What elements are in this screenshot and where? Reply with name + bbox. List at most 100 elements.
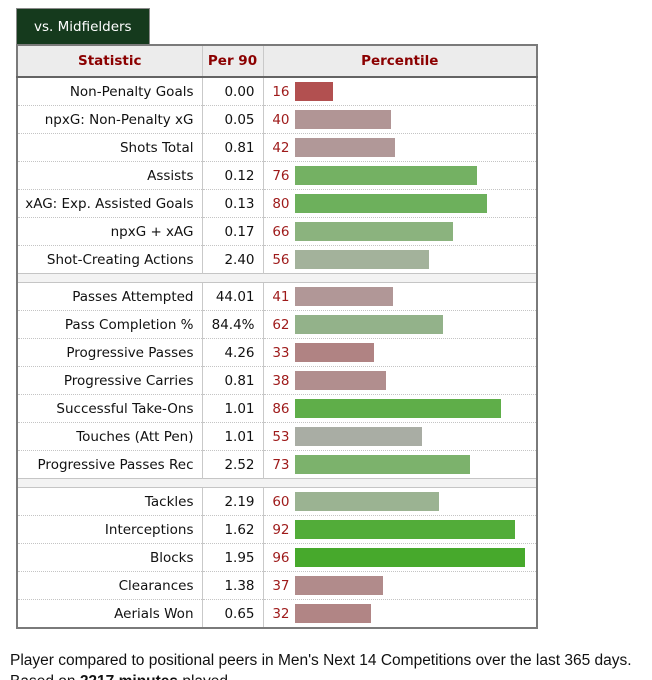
table-row: Shot-Creating Actions 2.40 56 xyxy=(17,245,537,274)
percentile-bar xyxy=(294,287,393,306)
tab-vs-midfielders[interactable]: vs. Midfielders xyxy=(16,8,150,44)
percentile-cell: 40 xyxy=(263,105,537,134)
per90-value: 44.01 xyxy=(202,282,264,311)
table-row: Pass Completion % 84.4% 62 xyxy=(17,310,537,339)
percentile-number: 76 xyxy=(272,167,290,184)
percentile-number: 40 xyxy=(272,111,290,128)
footnote-text-end: played. xyxy=(178,673,232,680)
percentile-cell: 76 xyxy=(263,161,537,190)
percentile-bar xyxy=(294,371,386,390)
percentile-number: 33 xyxy=(272,344,290,361)
table-row: Passes Attempted 44.01 41 xyxy=(17,282,537,311)
stat-name: npxG + xAG xyxy=(17,217,203,246)
per90-value: 4.26 xyxy=(202,338,264,367)
stat-name: Progressive Passes Rec xyxy=(17,450,203,479)
stat-name: Clearances xyxy=(17,571,203,600)
percentile-cell: 42 xyxy=(263,133,537,162)
footnote-minutes: 2217 minutes xyxy=(80,673,178,680)
stat-name: Successful Take-Ons xyxy=(17,394,203,423)
percentile-cell: 38 xyxy=(263,366,537,395)
percentile-bar xyxy=(294,250,429,269)
percentile-cell: 60 xyxy=(263,487,537,516)
per90-value: 0.65 xyxy=(202,599,264,628)
percentile-number: 62 xyxy=(272,316,290,333)
table-row: Assists 0.12 76 xyxy=(17,161,537,190)
percentile-cell: 62 xyxy=(263,310,537,339)
stat-name: Interceptions xyxy=(17,515,203,544)
percentile-number: 41 xyxy=(272,288,290,305)
section-separator xyxy=(17,478,537,488)
percentile-cell: 66 xyxy=(263,217,537,246)
table-header: Statistic Per 90 Percentile xyxy=(17,45,537,78)
percentile-bar xyxy=(294,82,333,101)
percentile-number: 86 xyxy=(272,400,290,417)
percentile-number: 60 xyxy=(272,493,290,510)
percentile-number: 80 xyxy=(272,195,290,212)
percentile-cell: 73 xyxy=(263,450,537,479)
percentile-bar xyxy=(294,576,384,595)
percentile-number: 38 xyxy=(272,372,290,389)
stat-name: Shot-Creating Actions xyxy=(17,245,203,274)
percentile-bar xyxy=(294,110,391,129)
table-row: Touches (Att Pen) 1.01 53 xyxy=(17,422,537,451)
percentile-number: 66 xyxy=(272,223,290,240)
scouting-report-table: Statistic Per 90 Percentile Non-Penalty … xyxy=(16,44,538,629)
table-row: npxG + xAG 0.17 66 xyxy=(17,217,537,246)
percentile-number: 92 xyxy=(272,521,290,538)
per90-value: 0.17 xyxy=(202,217,264,246)
stat-name: Shots Total xyxy=(17,133,203,162)
stat-name: Touches (Att Pen) xyxy=(17,422,203,451)
column-header-percentile: Percentile xyxy=(263,45,537,78)
per90-value: 0.13 xyxy=(202,189,264,218)
percentile-bar xyxy=(294,343,374,362)
per90-value: 0.81 xyxy=(202,133,264,162)
table-row: Non-Penalty Goals 0.00 16 xyxy=(17,77,537,106)
percentile-cell: 53 xyxy=(263,422,537,451)
tab-label: vs. Midfielders xyxy=(34,19,132,35)
per90-value: 2.52 xyxy=(202,450,264,479)
percentile-bar xyxy=(294,194,487,213)
percentile-number: 16 xyxy=(272,83,290,100)
percentile-number: 56 xyxy=(272,251,290,268)
stat-name: xAG: Exp. Assisted Goals xyxy=(17,189,203,218)
percentile-number: 42 xyxy=(272,139,290,156)
percentile-bar xyxy=(294,138,396,157)
footnote-text: Player compared to positional peers in M… xyxy=(10,652,632,680)
percentile-cell: 80 xyxy=(263,189,537,218)
table-body: Non-Penalty Goals 0.00 16 npxG: Non-Penalty… xyxy=(17,77,537,628)
per90-value: 1.95 xyxy=(202,543,264,572)
table-row: Clearances 1.38 37 xyxy=(17,571,537,600)
percentile-number: 73 xyxy=(272,456,290,473)
table-row: Progressive Carries 0.81 38 xyxy=(17,366,537,395)
stat-name: Passes Attempted xyxy=(17,282,203,311)
stat-name: Assists xyxy=(17,161,203,190)
percentile-number: 53 xyxy=(272,428,290,445)
per90-value: 2.40 xyxy=(202,245,264,274)
table-row: Interceptions 1.62 92 xyxy=(17,515,537,544)
footnote: Player compared to positional peers in M… xyxy=(10,650,640,680)
stat-name: Blocks xyxy=(17,543,203,572)
percentile-number: 32 xyxy=(272,605,290,622)
percentile-number: 37 xyxy=(272,577,290,594)
stat-name: Non-Penalty Goals xyxy=(17,77,203,106)
percentile-bar xyxy=(294,455,470,474)
per90-value: 1.01 xyxy=(202,394,264,423)
stat-name: Aerials Won xyxy=(17,599,203,628)
percentile-bar xyxy=(294,222,453,241)
percentile-bar xyxy=(294,166,477,185)
table-row: Shots Total 0.81 42 xyxy=(17,133,537,162)
table-row: Blocks 1.95 96 xyxy=(17,543,537,572)
percentile-cell: 96 xyxy=(263,543,537,572)
percentile-cell: 33 xyxy=(263,338,537,367)
percentile-cell: 32 xyxy=(263,599,537,628)
stat-name: npxG: Non-Penalty xG xyxy=(17,105,203,134)
per90-value: 0.12 xyxy=(202,161,264,190)
table-row: Aerials Won 0.65 32 xyxy=(17,599,537,628)
table-row: Successful Take-Ons 1.01 86 xyxy=(17,394,537,423)
section-separator xyxy=(17,273,537,283)
per90-value: 0.00 xyxy=(202,77,264,106)
table-row: Progressive Passes 4.26 33 xyxy=(17,338,537,367)
per90-value: 0.05 xyxy=(202,105,264,134)
percentile-bar xyxy=(294,399,501,418)
